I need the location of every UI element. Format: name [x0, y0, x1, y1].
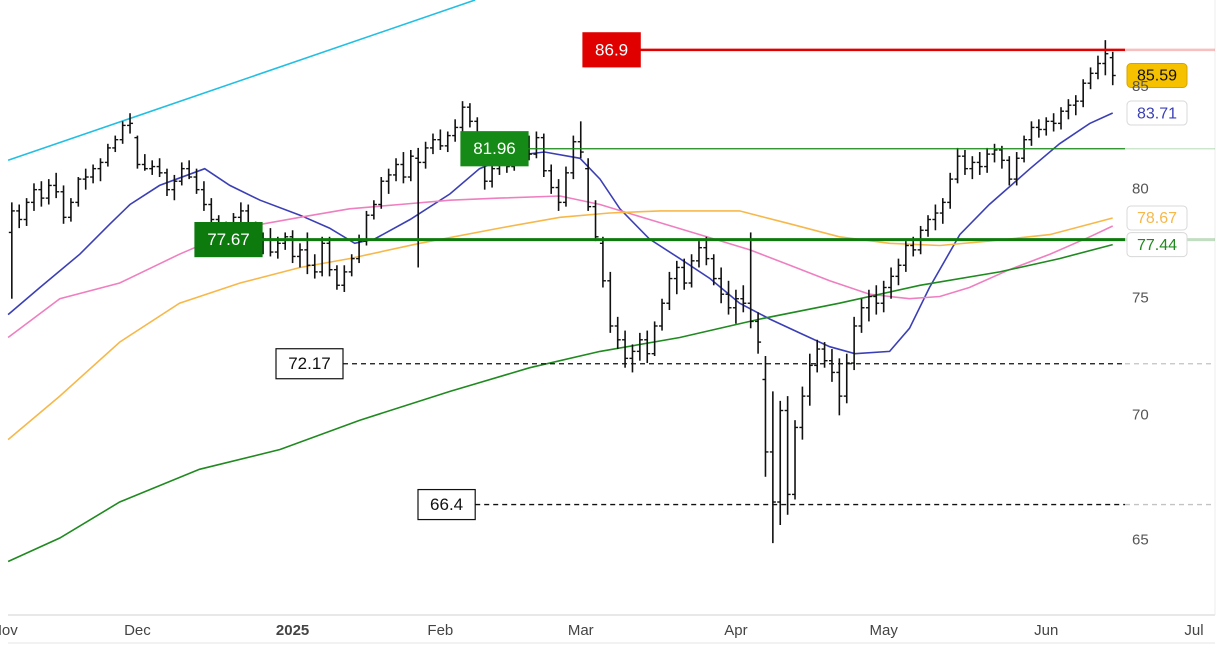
y-tick-label: 85: [1132, 78, 1149, 95]
moving-average-line: [7, 210, 1113, 441]
overlay: 86.9 81.96 77.67 72.17 66.4 83.71 78.67 77.44 85…: [194, 32, 1215, 521]
y-tick-label: 65: [1132, 532, 1149, 549]
level-label: 77.67: [207, 230, 250, 249]
price-tag-box: [1126, 100, 1188, 126]
level-label: 72.17: [288, 354, 331, 373]
x-tick-label: Feb: [427, 622, 453, 639]
y-tick-label: 70: [1132, 406, 1149, 423]
moving-average-line: [7, 0, 476, 162]
price-tag-label: 83.71: [1137, 105, 1177, 122]
level-label-box: [417, 488, 476, 521]
level-label-box: [582, 32, 641, 68]
x-tick-label: Mar: [568, 622, 594, 639]
price-tag-label: 85.59: [1137, 68, 1177, 85]
x-tick-label: Apr: [724, 622, 747, 639]
x-tick-label: Dec: [124, 622, 151, 639]
level-label: 66.4: [430, 495, 463, 514]
level-label: 86.9: [595, 40, 628, 59]
y-tick-label: 75: [1132, 290, 1149, 307]
price-tag-label: 78.67: [1137, 210, 1177, 227]
level-label-box: [275, 348, 344, 380]
moving-average-line: [7, 243, 1113, 563]
moving-average-line: [7, 112, 1114, 355]
x-tick-label: 2025: [276, 622, 309, 639]
price-tag-label: 77.44: [1137, 237, 1177, 254]
price-tag-box: [1126, 62, 1188, 88]
x-tick-label: Jul: [1184, 622, 1203, 639]
x-tick-label: May: [870, 622, 899, 639]
price-tag-box: [1126, 205, 1188, 231]
x-tick-label: Jun: [1034, 622, 1058, 639]
level-label-box: [460, 131, 529, 167]
x-tick-label: Nov: [0, 622, 18, 639]
level-label: 81.96: [473, 139, 516, 158]
plot-area: [7, 0, 1116, 563]
level-label-box: [194, 222, 263, 258]
price-tag-box: [1126, 232, 1188, 258]
y-tick-label: 80: [1132, 181, 1149, 198]
